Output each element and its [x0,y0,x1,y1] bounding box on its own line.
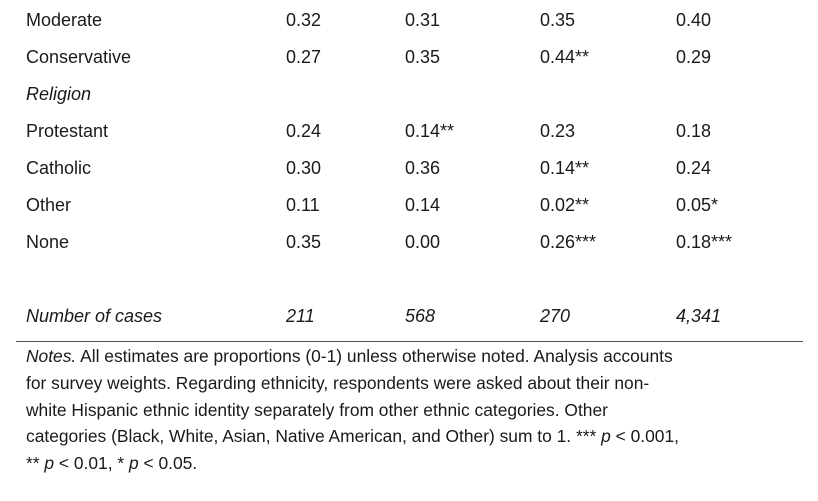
row-label: None [26,232,70,252]
table-row: None 0.35 0.00 0.26*** 0.18*** [0,230,818,254]
cases-label: Number of cases [26,306,163,326]
table-cell: 0.26*** [540,232,597,252]
table-cell: 0.24 [286,121,322,141]
table-cell: 0.30 [286,158,322,178]
cases-cell: 211 [286,306,315,326]
table-cell: 0.18 [676,121,712,141]
table-cell: 0.36 [405,158,441,178]
notes-lead: Notes. [26,346,77,366]
notes-line: white Hispanic ethnic identity separatel… [26,399,608,420]
section-header-row: Religion [0,82,818,106]
notes-line: Notes. All estimates are proportions (0-… [26,346,673,366]
cases-cell: 270 [540,306,571,326]
table-cell: 0.31 [405,10,441,30]
table-cell: 0.05* [676,195,719,215]
table-cell: 0.14** [405,121,455,141]
cases-cell: 4,341 [676,306,722,326]
table-cell: 0.27 [286,47,322,67]
table-cell: 0.00 [405,232,441,252]
notes-line: for survey weights. Regarding ethnicity,… [26,372,650,393]
p-symbol: p [601,426,611,447]
notes-line: ** p < 0.01, * p < 0.05. [26,453,198,474]
table-cell: 0.18*** [676,232,733,252]
table-cell: 0.32 [286,10,322,30]
table-row: Catholic 0.30 0.36 0.14** 0.24 [0,156,818,180]
table-cell: 0.14** [540,158,590,178]
table-cell: 0.11 [286,195,320,215]
table-cell: 0.14 [405,195,441,215]
row-label: Protestant [26,121,109,141]
table-cell: 0.23 [540,121,576,141]
table-cell: 0.35 [405,47,441,67]
cases-row: Number of cases 211 568 270 4,341 [0,304,818,328]
table-notes: Notes. All estimates are proportions (0-… [26,343,806,477]
table-cell: 0.35 [286,232,322,252]
p-symbol: p [128,453,139,474]
p-symbol: p [44,453,55,474]
table-row: Moderate 0.32 0.31 0.35 0.40 [0,8,818,32]
row-label: Catholic [26,158,92,178]
section-header-religion: Religion [26,84,92,104]
table-cell: 0.44** [540,47,590,67]
table-cell: 0.35 [540,10,576,30]
cases-cell: 568 [405,306,436,326]
table-row: Protestant 0.24 0.14** 0.23 0.18 [0,119,818,143]
table-row: Other 0.11 0.14 0.02** 0.05* [0,193,818,217]
table-cell: 0.29 [676,47,712,67]
notes-line: categories (Black, White, Asian, Native … [26,426,679,447]
row-label: Other [26,195,72,215]
table-bottom-rule [16,341,803,342]
table-row: Conservative 0.27 0.35 0.44** 0.29 [0,45,818,69]
row-label: Moderate [26,10,103,30]
table-cell: 0.24 [676,158,712,178]
row-label: Conservative [26,47,132,67]
table-cell: 0.02** [540,195,590,215]
table-cell: 0.40 [676,10,712,30]
